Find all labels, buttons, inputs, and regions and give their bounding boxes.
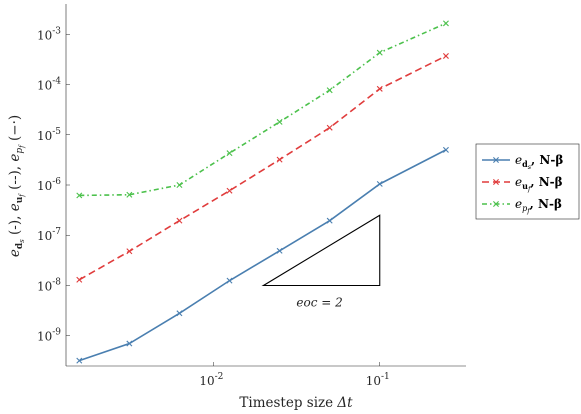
legend-marker xyxy=(493,157,499,163)
legend-label: epf, N-β xyxy=(515,197,562,215)
legend: eds, N-β euf, N-β epf, N-β xyxy=(475,143,580,220)
data-point xyxy=(126,340,133,347)
data-point xyxy=(442,146,449,153)
series-line-1 xyxy=(78,55,447,281)
x-axis-title: Timestep size Δt xyxy=(239,395,353,411)
data-point xyxy=(226,187,233,194)
data-point xyxy=(442,52,449,59)
data-point xyxy=(76,276,83,283)
eoc-triangle-shape xyxy=(261,214,381,287)
data-point xyxy=(126,248,133,255)
data-point xyxy=(126,191,133,198)
series-layer xyxy=(76,20,449,364)
y-tick-label: 10-5 xyxy=(37,127,61,143)
data-point xyxy=(326,124,333,131)
svg-text:eds (-), euf (--), epf (−·): eds (-), euf (--), epf (−·) xyxy=(7,115,26,257)
data-point xyxy=(326,87,333,94)
legend-marker xyxy=(493,179,499,185)
eoc-label: eoc = 2 xyxy=(296,295,342,309)
y-tick-label: 10-4 xyxy=(37,77,61,93)
axis-ticks: 10-9 10-8 10-7 10-6 10-5 10-4 10-3 10-2 10-1 xyxy=(37,26,390,388)
y-tick-label: 10-7 xyxy=(37,227,61,243)
data-point xyxy=(176,217,183,224)
y-tick-label: 10-9 xyxy=(37,328,61,344)
data-point xyxy=(276,118,283,125)
data-point xyxy=(76,192,83,199)
legend-label: euf, N-β xyxy=(515,175,563,193)
data-point xyxy=(276,156,283,163)
data-point xyxy=(376,85,383,92)
x-tick-label: 10-2 xyxy=(199,372,223,388)
y-axis-title: eds (-), euf (--), epf (−·) xyxy=(7,115,26,257)
data-point xyxy=(226,150,233,157)
y-tick-label: 10-8 xyxy=(37,277,61,293)
series-line-0 xyxy=(79,149,447,362)
y-tick-label: 10-3 xyxy=(37,26,61,42)
eoc-triangle: eoc = 2 xyxy=(261,214,381,309)
data-point xyxy=(226,277,233,284)
data-point xyxy=(326,217,333,224)
series-line-2 xyxy=(79,22,447,197)
data-point xyxy=(76,357,83,364)
legend-label: eds, N-β xyxy=(515,153,563,171)
data-point xyxy=(376,49,383,56)
data-point xyxy=(176,182,183,188)
data-point xyxy=(176,310,183,317)
legend-marker xyxy=(493,201,499,207)
data-point xyxy=(442,20,449,27)
data-point xyxy=(376,180,383,187)
plot-area xyxy=(65,4,466,367)
x-tick-label: 10-1 xyxy=(366,372,390,388)
data-point xyxy=(276,247,283,254)
y-tick-label: 10-6 xyxy=(37,177,61,193)
